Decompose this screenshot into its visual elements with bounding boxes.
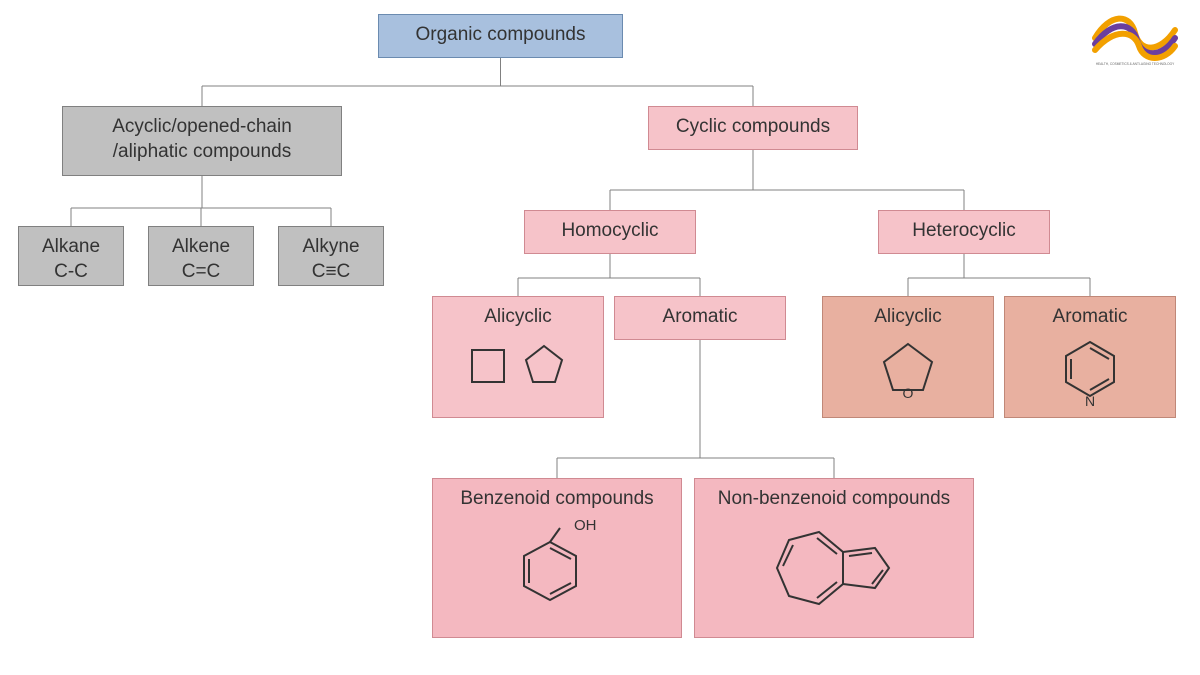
svg-text:OH: OH xyxy=(574,518,597,534)
node-het_alicyclic: Alicyclic O xyxy=(822,296,994,418)
node-label: Alicyclic xyxy=(484,305,552,330)
node-alkene: Alkene C=C xyxy=(148,226,254,286)
node-het_aromatic: Aromatic N xyxy=(1004,296,1176,418)
node-label: Benzenoid compounds xyxy=(460,487,653,512)
node-acyclic: Acyclic/opened-chain /aliphatic compound… xyxy=(62,106,342,176)
svg-text:O: O xyxy=(903,385,914,400)
node-heterocyclic: Heterocyclic xyxy=(878,210,1050,254)
node-homo_aromatic: Aromatic xyxy=(614,296,786,340)
svg-text:N: N xyxy=(1085,393,1095,406)
node-label: Organic compounds xyxy=(415,23,585,48)
node-label: Alkyne C≡C xyxy=(302,235,359,284)
node-nonbenzenoid: Non-benzenoid compounds xyxy=(694,478,974,638)
node-root: Organic compounds xyxy=(378,14,623,58)
tetrahydrofuran-icon: O xyxy=(868,330,948,408)
node-label: Alicyclic xyxy=(874,305,942,330)
node-label: Homocyclic xyxy=(561,219,658,244)
node-label: Alkane C-C xyxy=(42,235,100,284)
node-label: Alkene C=C xyxy=(172,235,230,284)
node-cyclic: Cyclic compounds xyxy=(648,106,858,150)
node-label: Aromatic xyxy=(1053,305,1128,330)
node-homocyclic: Homocyclic xyxy=(524,210,696,254)
azulene-icon xyxy=(749,512,919,626)
node-label: Aromatic xyxy=(663,305,738,330)
node-alkyne: Alkyne C≡C xyxy=(278,226,384,286)
node-alkane: Alkane C-C xyxy=(18,226,124,286)
brand-logo: HEALTH, COSMETICS & ANTI-AGING TECHNOLOG… xyxy=(1090,8,1180,68)
node-label: Heterocyclic xyxy=(912,219,1015,244)
pyridine-icon: N xyxy=(1052,330,1128,414)
node-label: Non-benzenoid compounds xyxy=(718,487,950,512)
square_pentagon-icon xyxy=(458,330,578,402)
node-label: Acyclic/opened-chain /aliphatic compound… xyxy=(112,115,292,164)
node-homo_alicyclic: Alicyclic xyxy=(432,296,604,418)
phenol-icon: OH xyxy=(502,512,612,630)
node-benzenoid: Benzenoid compounds OH xyxy=(432,478,682,638)
node-label: Cyclic compounds xyxy=(676,115,830,140)
svg-text:HEALTH, COSMETICS & ANTI-AGING: HEALTH, COSMETICS & ANTI-AGING TECHNOLOG… xyxy=(1096,62,1175,66)
